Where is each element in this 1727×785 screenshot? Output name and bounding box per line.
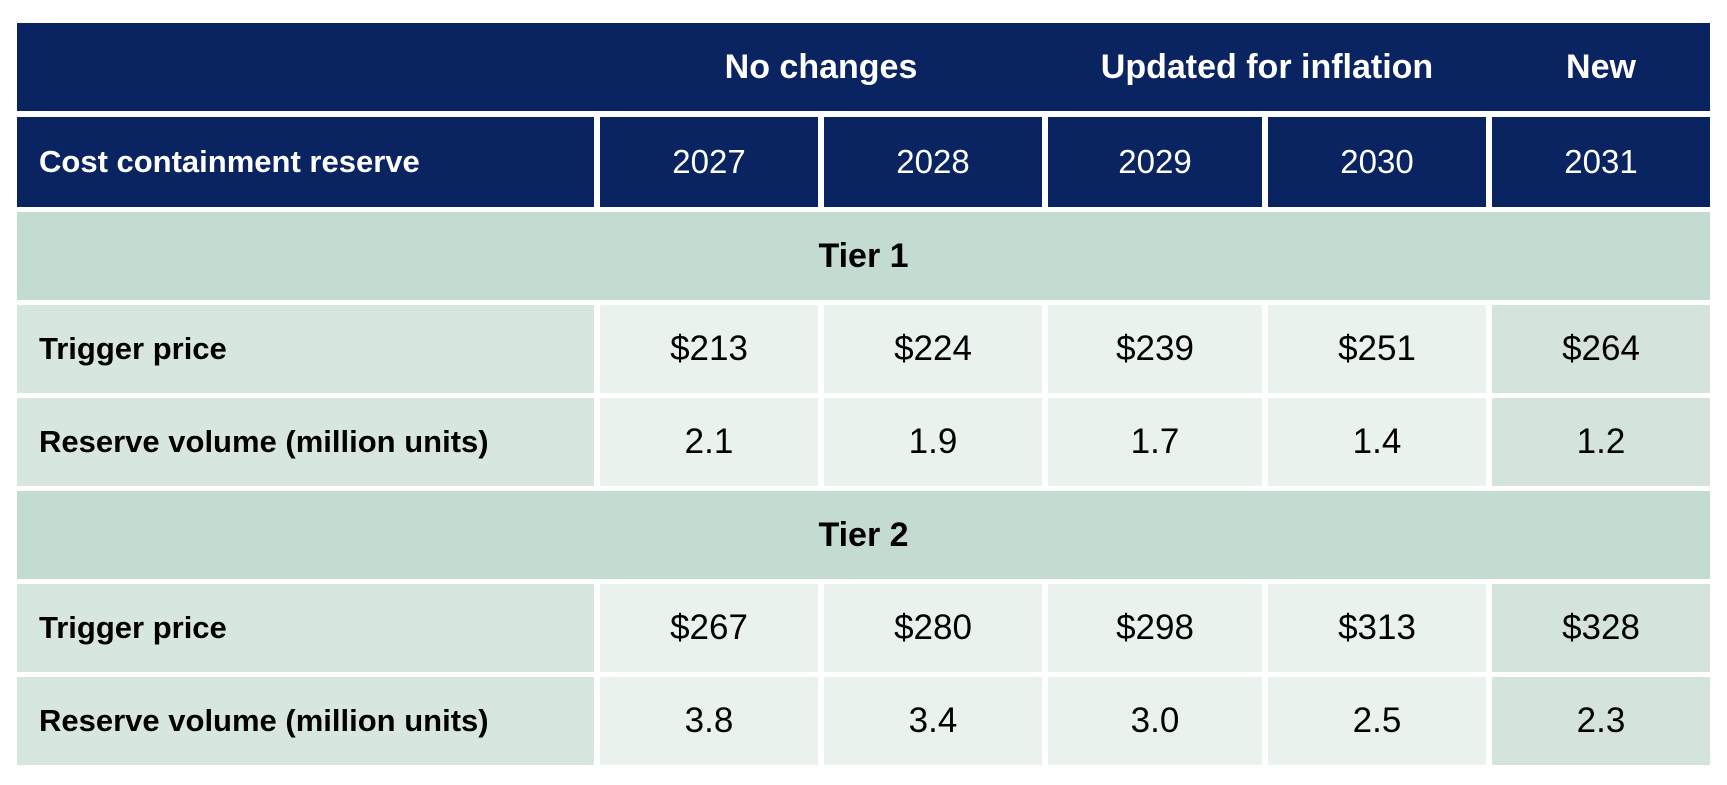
tier1-reserve-volume-row: Reserve volume (million units) 2.1 1.9 1… [17,398,1710,486]
value-cell: $213 [600,305,818,393]
group-header-no-changes: No changes [724,47,918,86]
value-cell: 2.1 [600,398,818,486]
value-cell: 3.8 [600,677,818,765]
value-cell: 2.5 [1268,677,1486,765]
value-cell: $251 [1268,305,1486,393]
year-header-2027: 2027 [600,117,818,207]
value-cell-highlighted: $264 [1492,305,1710,393]
value-cell-highlighted: 1.2 [1492,398,1710,486]
value-cell: $267 [600,584,818,672]
tier2-reserve-volume-row: Reserve volume (million units) 3.8 3.4 3… [17,677,1710,765]
value-cell: $298 [1048,584,1262,672]
tier1-title: Tier 1 [818,236,909,275]
column-header-row: Cost containment reserve 2027 2028 2029 … [17,117,1710,207]
group-header-updated-for-inflation: Updated for inflation [1100,47,1434,86]
cost-containment-table: No changes Updated for inflation New Cos… [17,23,1710,770]
row-label-trigger-price: Trigger price [17,584,594,672]
value-cell: 1.7 [1048,398,1262,486]
value-cell-highlighted: 2.3 [1492,677,1710,765]
value-cell-highlighted: $328 [1492,584,1710,672]
row-label-reserve-volume: Reserve volume (million units) [17,398,594,486]
value-cell: $224 [824,305,1042,393]
value-cell: 3.4 [824,677,1042,765]
year-header-2030: 2030 [1268,117,1486,207]
value-cell: $239 [1048,305,1262,393]
value-cell: $313 [1268,584,1486,672]
group-header-new: New [1566,47,1636,86]
value-cell: 1.9 [824,398,1042,486]
year-header-2028: 2028 [824,117,1042,207]
tier1-band: Tier 1 [17,212,1710,300]
row-label-reserve-volume: Reserve volume (million units) [17,677,594,765]
corner-header-cost-containment-reserve: Cost containment reserve [17,117,594,207]
row-label-trigger-price: Trigger price [17,305,594,393]
tier2-band: Tier 2 [17,491,1710,579]
tier1-trigger-price-row: Trigger price $213 $224 $239 $251 $264 [17,305,1710,393]
value-cell: $280 [824,584,1042,672]
year-header-2029: 2029 [1048,117,1262,207]
tier2-trigger-price-row: Trigger price $267 $280 $298 $313 $328 [17,584,1710,672]
year-header-2031: 2031 [1492,117,1710,207]
tier2-title: Tier 2 [818,515,909,554]
value-cell: 3.0 [1048,677,1262,765]
value-cell: 1.4 [1268,398,1486,486]
group-header-row: No changes Updated for inflation New [17,23,1710,111]
